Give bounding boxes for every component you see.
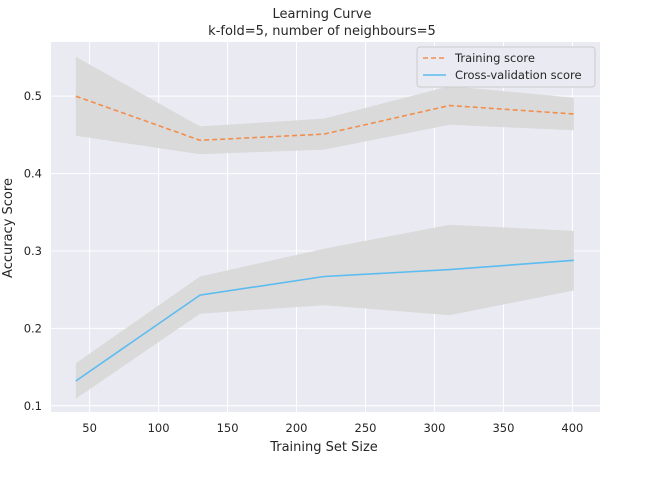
x-tick-label: 400	[561, 421, 583, 435]
y-tick-label: 0.3	[24, 244, 42, 258]
legend-label-training: Training score	[454, 51, 535, 65]
legend-label-cross-validation: Cross-validation score	[455, 68, 582, 82]
x-tick-label: 250	[355, 421, 377, 435]
x-tick-label: 100	[148, 421, 170, 435]
x-tick-label: 150	[217, 421, 239, 435]
confidence-bands	[75, 56, 574, 399]
y-tick-label: 0.2	[24, 321, 42, 335]
chart-subtitle: k-fold=5, number of neighbours=5	[208, 24, 436, 39]
y-axis-ticks: 0.1 0.2 0.3 0.4 0.5	[24, 89, 42, 413]
legend-box	[416, 46, 596, 88]
series-lines	[75, 95, 574, 382]
x-tick-label: 50	[82, 421, 97, 435]
x-tick-label: 350	[492, 421, 514, 435]
series-line-cross-validation	[75, 259, 574, 382]
x-tick-label: 300	[423, 421, 445, 435]
legend: Training score Cross-validation score	[416, 46, 596, 88]
y-tick-label: 0.1	[24, 399, 42, 413]
x-axis-ticks: 50 100 150 200 250 300 350 400	[82, 421, 583, 435]
confidence-band-training	[75, 56, 574, 155]
confidence-band-cross-validation	[75, 224, 574, 399]
y-tick-label: 0.4	[24, 167, 42, 181]
y-tick-label: 0.5	[24, 89, 42, 103]
x-axis-label: Training Set Size	[269, 440, 378, 455]
chart-title: Learning Curve	[273, 7, 372, 22]
y-axis-label: Accuracy Score	[1, 178, 16, 278]
x-tick-label: 200	[286, 421, 308, 435]
series-line-training	[75, 95, 574, 142]
